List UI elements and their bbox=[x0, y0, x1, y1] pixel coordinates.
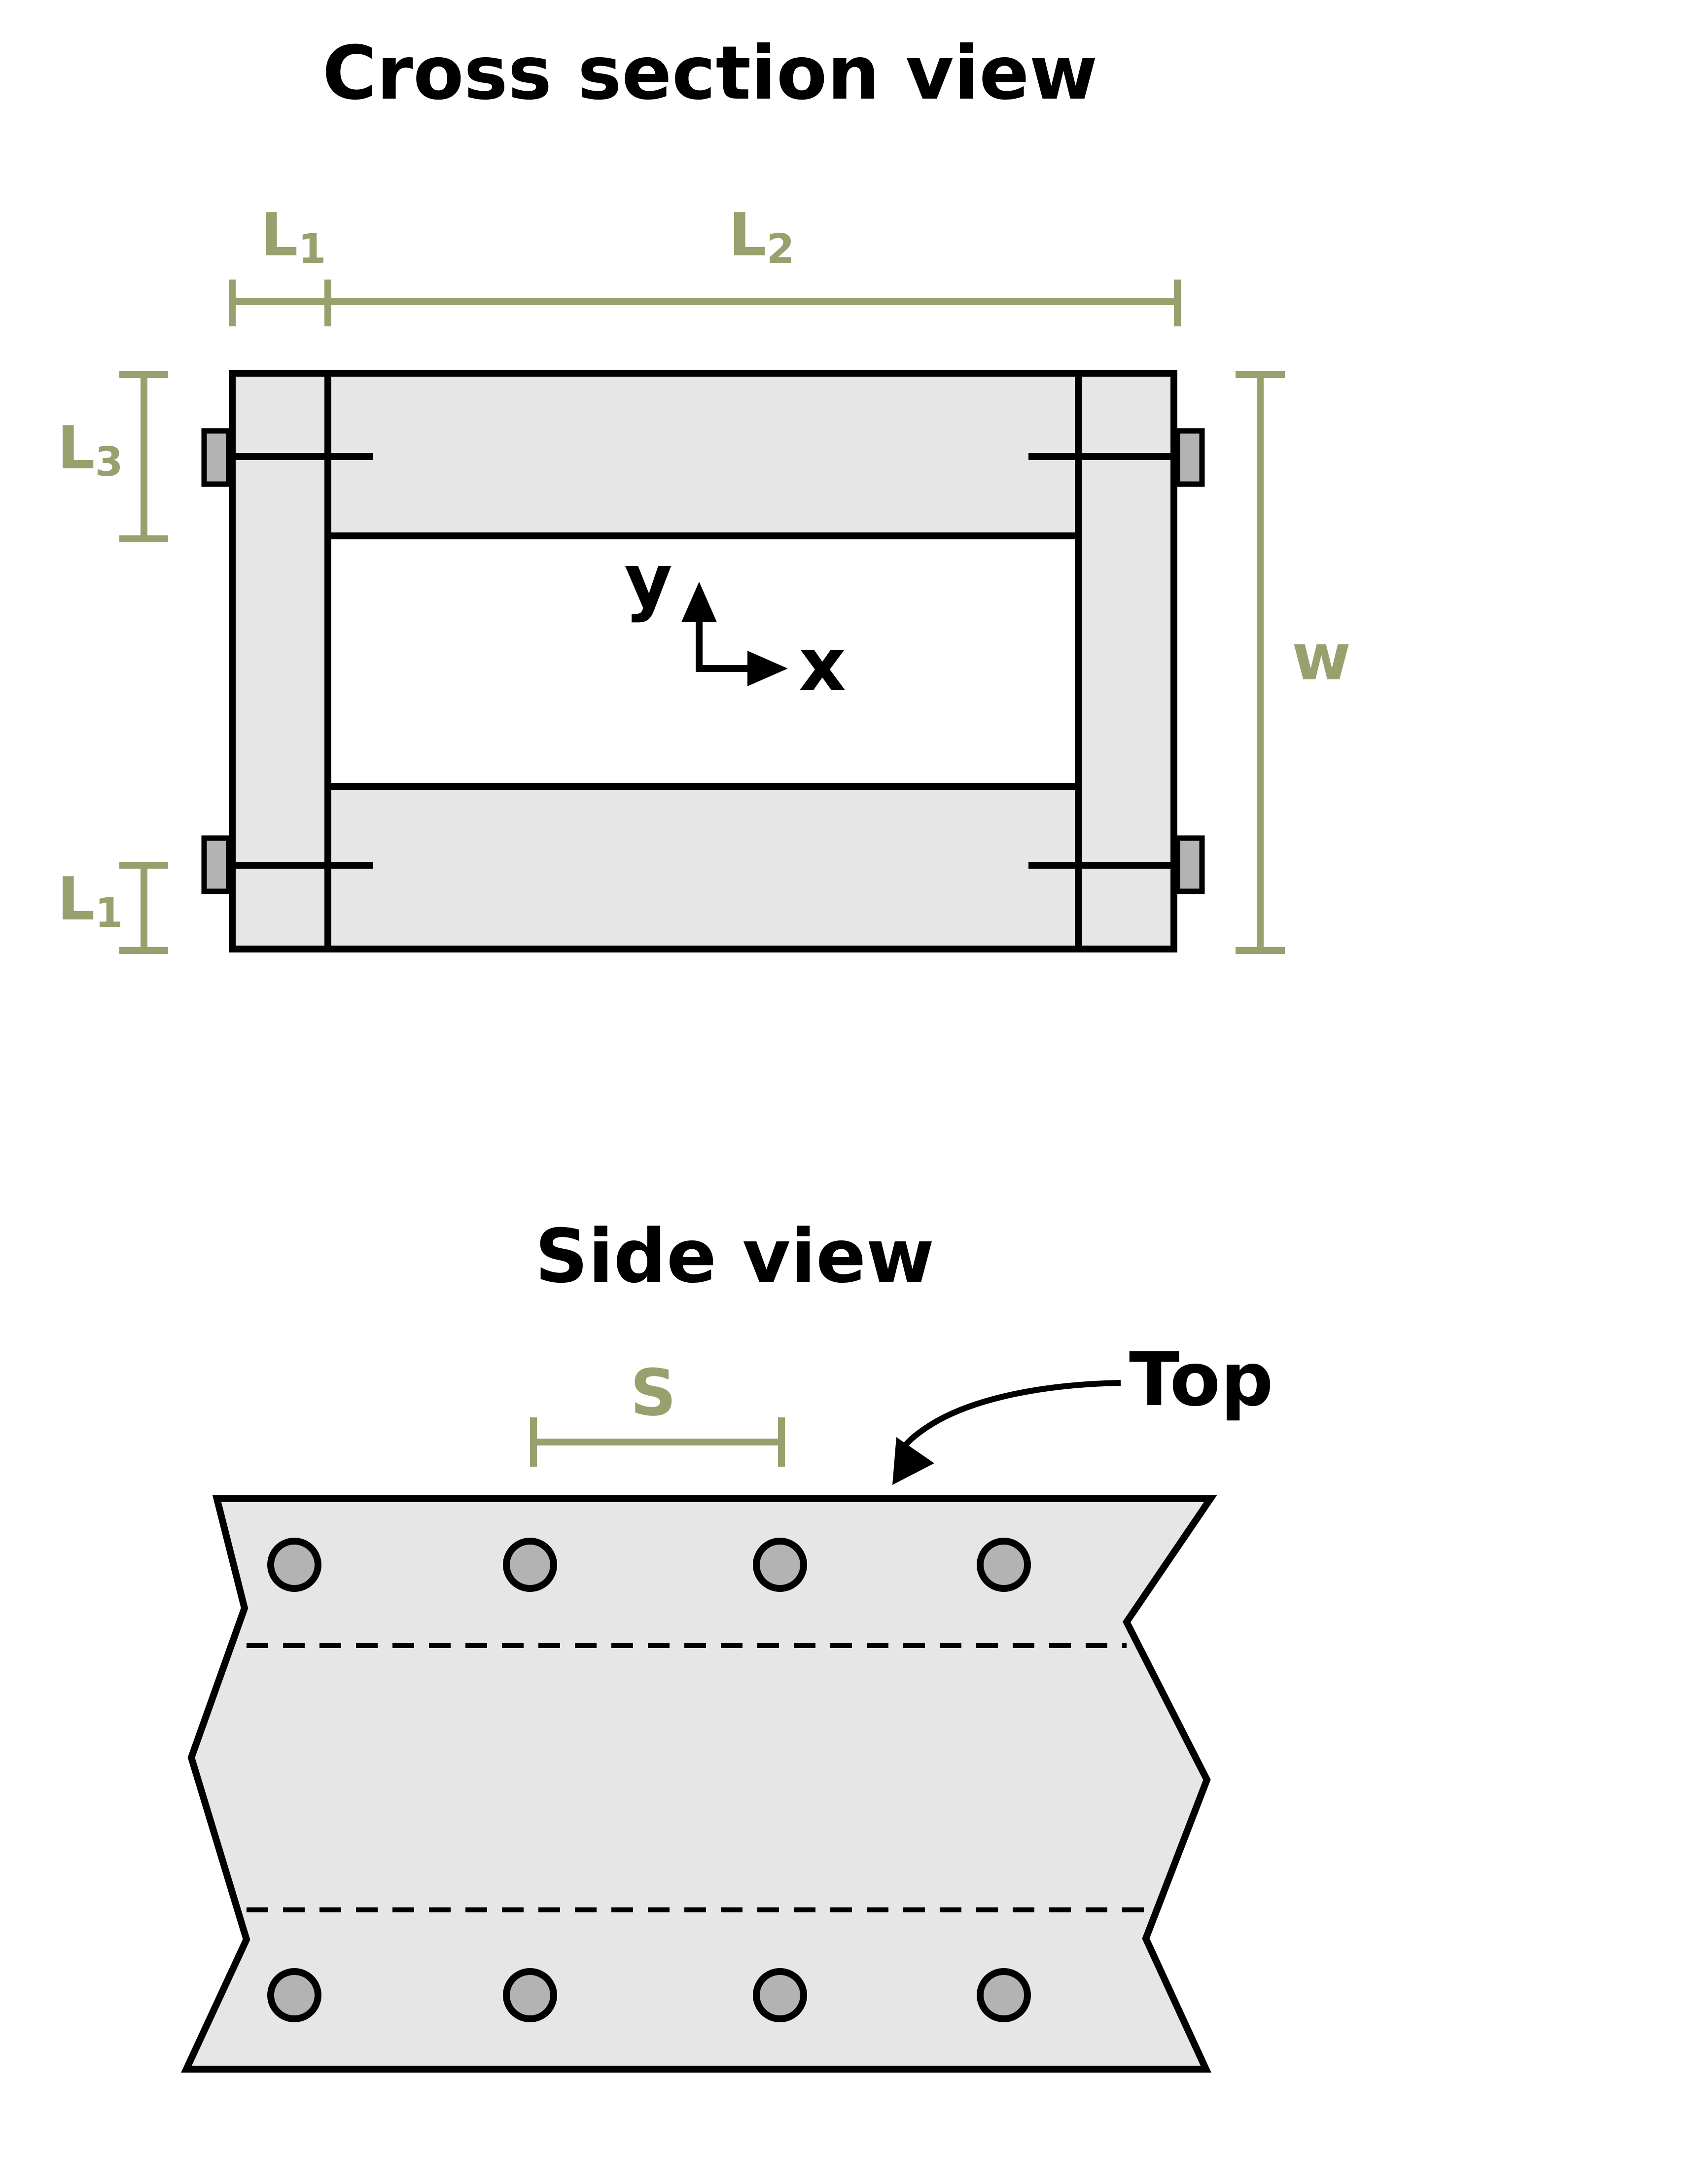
left-web-plank bbox=[229, 370, 331, 952]
beam-side-body bbox=[181, 1495, 1217, 2073]
x-axis-label: x bbox=[799, 622, 847, 708]
nail-head-top-right bbox=[1174, 428, 1205, 487]
cross-section-view: y x L1 L2 L3 bbox=[57, 201, 1351, 954]
dimension-w: w bbox=[1236, 371, 1351, 954]
bolt bbox=[267, 1538, 321, 1592]
y-arrow-icon bbox=[681, 582, 717, 622]
web-gap bbox=[328, 539, 1078, 783]
bottom-flange bbox=[229, 783, 1177, 952]
cross-section-title: Cross section view bbox=[322, 31, 1098, 116]
side-view: S Top bbox=[181, 1337, 1274, 2073]
bolt bbox=[503, 1538, 557, 1592]
nail-head-bottom-left bbox=[201, 835, 232, 894]
bolt bbox=[977, 1538, 1031, 1592]
dimension-L2-label: L2 bbox=[729, 201, 795, 273]
dimension-L1-left-label: L1 bbox=[57, 865, 123, 937]
callout-label: Top bbox=[1129, 1337, 1274, 1423]
bolt bbox=[503, 1968, 557, 2022]
dimension-S: S bbox=[530, 1355, 785, 1467]
nail-head-top-left bbox=[201, 428, 232, 487]
y-axis-label: y bbox=[624, 538, 672, 624]
x-arrow-icon bbox=[747, 651, 788, 686]
top-callout: Top bbox=[892, 1337, 1274, 1485]
dimension-L3-label: L3 bbox=[57, 414, 123, 486]
bolt bbox=[267, 1968, 321, 2022]
bolt bbox=[977, 1968, 1031, 2022]
callout-leader bbox=[898, 1380, 1121, 1453]
callout-arrow-icon bbox=[892, 1437, 934, 1485]
right-web-plank bbox=[1075, 370, 1177, 952]
bolt bbox=[753, 1968, 807, 2022]
dimension-L1-top: L1 bbox=[229, 201, 331, 326]
coordinate-axes: y x bbox=[624, 538, 846, 708]
dimension-w-label: w bbox=[1292, 620, 1351, 695]
nail-head-bottom-right bbox=[1174, 835, 1205, 894]
dimension-L1-top-label: L1 bbox=[260, 201, 326, 273]
dimension-S-label: S bbox=[630, 1355, 676, 1430]
dimension-L1-left: L1 bbox=[57, 862, 168, 954]
dimension-L3: L3 bbox=[57, 371, 168, 542]
side-view-title: Side view bbox=[535, 1214, 934, 1300]
bolt bbox=[753, 1538, 807, 1592]
dimension-L2: L2 bbox=[328, 201, 1181, 326]
axes-lines bbox=[696, 621, 749, 672]
